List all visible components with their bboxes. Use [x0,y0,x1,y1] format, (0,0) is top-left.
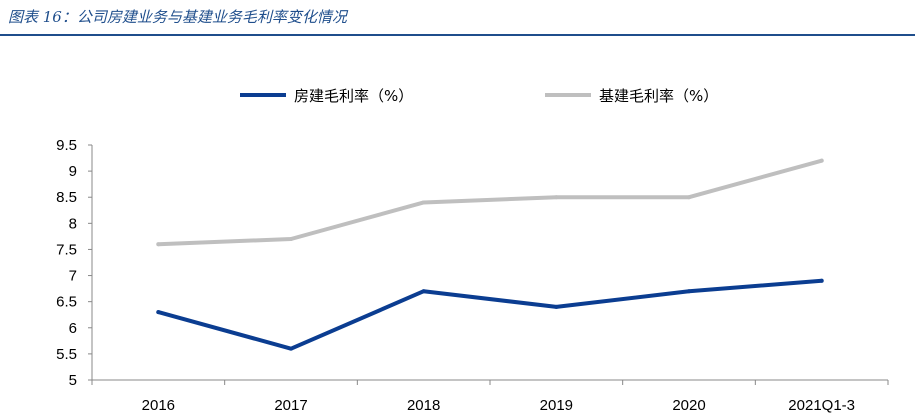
chart-series [156,158,824,351]
series-line-1 [156,158,824,247]
y-tick-label: 7 [69,268,77,285]
y-tick-label: 8.5 [56,189,77,206]
data-point [156,242,161,247]
x-tick-label: 2017 [274,397,307,414]
x-tick-label: 2018 [407,397,440,414]
y-tick-label: 5.5 [56,346,77,363]
y-tick-label: 9 [69,163,77,180]
y-tick-label: 8 [69,215,77,232]
data-point [421,289,426,294]
legend-label-1: 基建毛利率（%） [599,87,718,105]
data-point [687,289,691,294]
data-point [421,200,426,205]
chart-legend: 房建毛利率（%） 基建毛利率（%） [240,87,718,105]
data-point [156,310,161,315]
legend-label-0: 房建毛利率（%） [294,87,413,105]
data-point [554,304,559,309]
data-point [819,158,824,163]
data-point [687,195,691,200]
chart-axes: 5 5.5 6 6.5 7 7.5 8 8.5 9 9.5 2016 2017 2018 2019 2020… [56,137,889,414]
x-tick-label: 2020 [672,397,705,414]
data-point [289,346,293,351]
y-tick-label: 6.5 [56,294,77,311]
y-tick-label: 5 [69,372,77,389]
figure-title: 图表 16：公司房建业务与基建业务毛利率变化情况 [8,8,347,26]
figure-header: 图表 16：公司房建业务与基建业务毛利率变化情况 [0,0,915,36]
y-tick-label: 6 [69,320,77,337]
x-tick-label: 2019 [540,397,573,414]
y-tick-label: 7.5 [56,241,77,258]
y-tick-label: 9.5 [56,137,77,154]
title-underline [0,34,915,36]
series-line-0 [156,278,824,351]
data-point [819,278,824,283]
data-point [554,195,559,200]
x-tick-label: 2016 [142,397,175,414]
data-point [289,237,293,241]
x-tick-label: 2021Q1-3 [788,397,855,414]
